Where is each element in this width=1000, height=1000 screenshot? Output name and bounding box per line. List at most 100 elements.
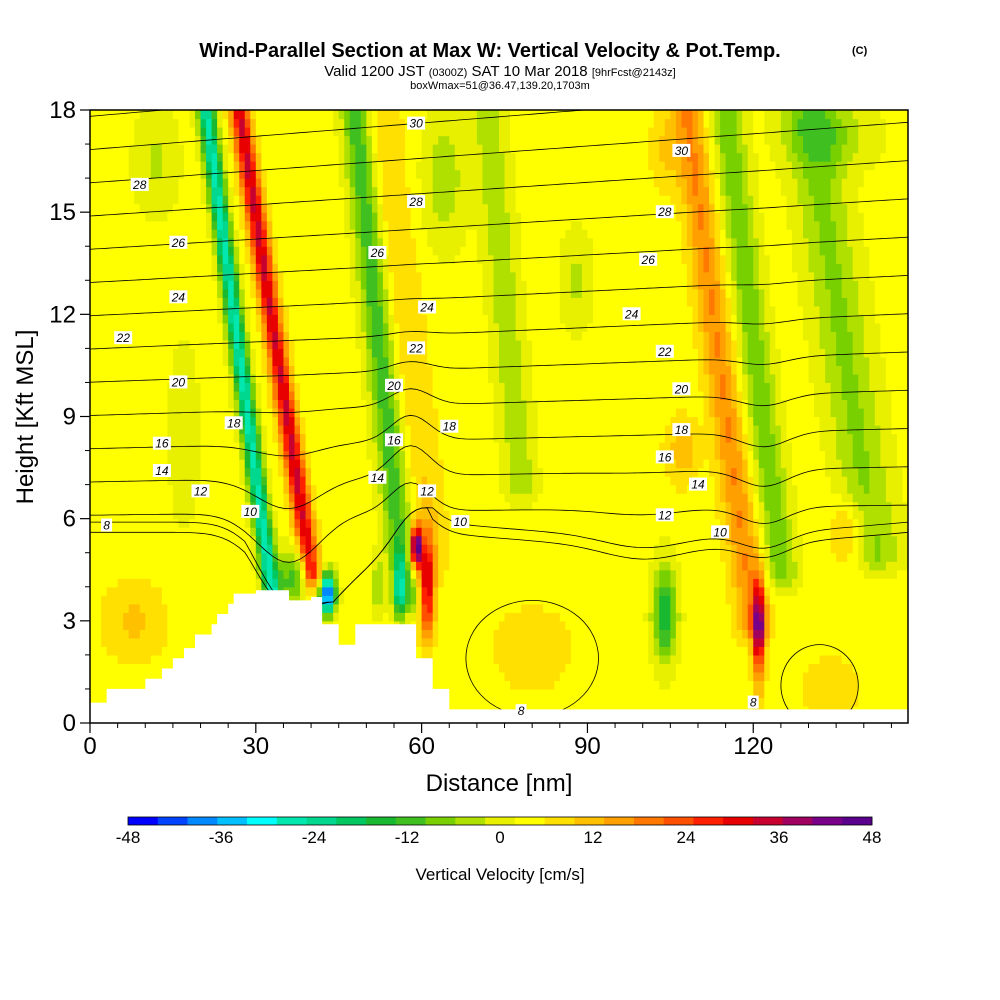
velocity-cell xyxy=(222,603,229,613)
velocity-cell xyxy=(576,629,583,639)
velocity-cell xyxy=(559,680,566,690)
velocity-cell xyxy=(819,510,826,520)
velocity-cell xyxy=(891,578,898,588)
velocity-cell xyxy=(670,671,677,682)
velocity-cell xyxy=(709,637,716,647)
velocity-cell xyxy=(548,646,555,656)
velocity-cell xyxy=(604,629,611,639)
velocity-cell xyxy=(841,476,848,486)
velocity-cell xyxy=(482,476,489,486)
velocity-cell xyxy=(123,646,130,656)
velocity-cell xyxy=(802,663,810,673)
velocity-cell xyxy=(277,459,285,469)
velocity-cell xyxy=(272,552,279,562)
velocity-cell xyxy=(637,433,644,443)
velocity-cell xyxy=(416,501,423,511)
velocity-cell xyxy=(758,569,765,579)
velocity-cell xyxy=(112,569,119,579)
velocity-cell xyxy=(255,561,262,571)
velocity-cell xyxy=(499,501,506,511)
velocity-cell xyxy=(780,484,788,494)
velocity-cell xyxy=(808,552,815,562)
velocity-cell xyxy=(427,646,434,656)
velocity-cell xyxy=(183,595,191,605)
velocity-cell xyxy=(620,697,627,707)
velocity-cell xyxy=(526,586,533,596)
velocity-cell xyxy=(366,450,373,460)
velocity-cell xyxy=(311,586,318,596)
velocity-cell xyxy=(537,450,544,460)
velocity-cell xyxy=(399,586,406,596)
velocity-cell xyxy=(714,603,721,613)
velocity-cell xyxy=(465,561,472,571)
velocity-cell xyxy=(139,501,146,511)
velocity-cell xyxy=(90,501,97,511)
velocity-cell xyxy=(797,527,804,537)
velocity-cell xyxy=(769,493,776,503)
velocity-cell xyxy=(134,544,141,554)
velocity-cell xyxy=(709,586,716,596)
velocity-cell xyxy=(327,569,334,579)
velocity-cell xyxy=(449,552,456,562)
velocity-cell xyxy=(686,578,694,588)
velocity-cell xyxy=(244,459,251,469)
velocity-cell xyxy=(521,493,528,503)
velocity-cell xyxy=(648,459,655,469)
velocity-cell xyxy=(714,586,721,596)
velocity-cell xyxy=(791,527,799,537)
velocity-cell xyxy=(123,586,130,596)
velocity-cell xyxy=(697,561,705,571)
velocity-cell xyxy=(222,569,229,579)
velocity-cell xyxy=(101,484,108,494)
velocity-cell xyxy=(266,433,273,443)
velocity-cell xyxy=(465,620,472,630)
velocity-cell xyxy=(123,484,130,494)
velocity-cell xyxy=(112,476,119,486)
velocity-cell xyxy=(195,433,202,443)
velocity-cell xyxy=(515,467,522,477)
velocity-cell xyxy=(769,697,776,707)
velocity-cell xyxy=(454,527,461,537)
velocity-cell xyxy=(830,688,837,699)
velocity-cell xyxy=(211,552,218,562)
velocity-cell xyxy=(388,578,395,588)
velocity-cell xyxy=(349,629,356,639)
velocity-cell xyxy=(239,433,246,443)
velocity-cell xyxy=(112,671,119,682)
velocity-cell xyxy=(349,561,356,571)
velocity-cell xyxy=(681,442,688,452)
velocity-cell xyxy=(388,459,395,469)
velocity-cell xyxy=(786,595,793,605)
velocity-cell xyxy=(476,476,484,486)
velocity-cell xyxy=(156,459,163,469)
velocity-cell xyxy=(637,552,644,562)
velocity-cell xyxy=(128,586,135,596)
velocity-cell xyxy=(604,467,611,477)
velocity-cell xyxy=(316,510,323,520)
velocity-cell xyxy=(90,493,97,503)
velocity-cell xyxy=(554,697,561,707)
velocity-cell xyxy=(521,552,528,562)
velocity-cell xyxy=(360,595,367,605)
velocity-cell xyxy=(764,476,771,486)
velocity-cell xyxy=(670,527,677,537)
velocity-cell xyxy=(128,569,135,579)
velocity-cell xyxy=(615,637,622,647)
velocity-cell xyxy=(764,578,771,588)
velocity-cell xyxy=(183,569,191,579)
velocity-cell xyxy=(465,654,472,664)
velocity-cell xyxy=(443,620,450,630)
velocity-cell xyxy=(703,612,710,622)
velocity-cell xyxy=(139,459,146,469)
velocity-cell xyxy=(885,493,893,503)
velocity-cell xyxy=(200,569,207,579)
velocity-cell xyxy=(366,527,373,537)
velocity-cell xyxy=(222,518,229,528)
velocity-cell xyxy=(421,527,428,537)
velocity-cell xyxy=(736,663,743,673)
velocity-cell xyxy=(604,493,611,503)
velocity-cell xyxy=(570,671,577,682)
velocity-cell xyxy=(885,450,893,460)
velocity-cell xyxy=(659,501,666,511)
velocity-cell xyxy=(344,433,351,443)
